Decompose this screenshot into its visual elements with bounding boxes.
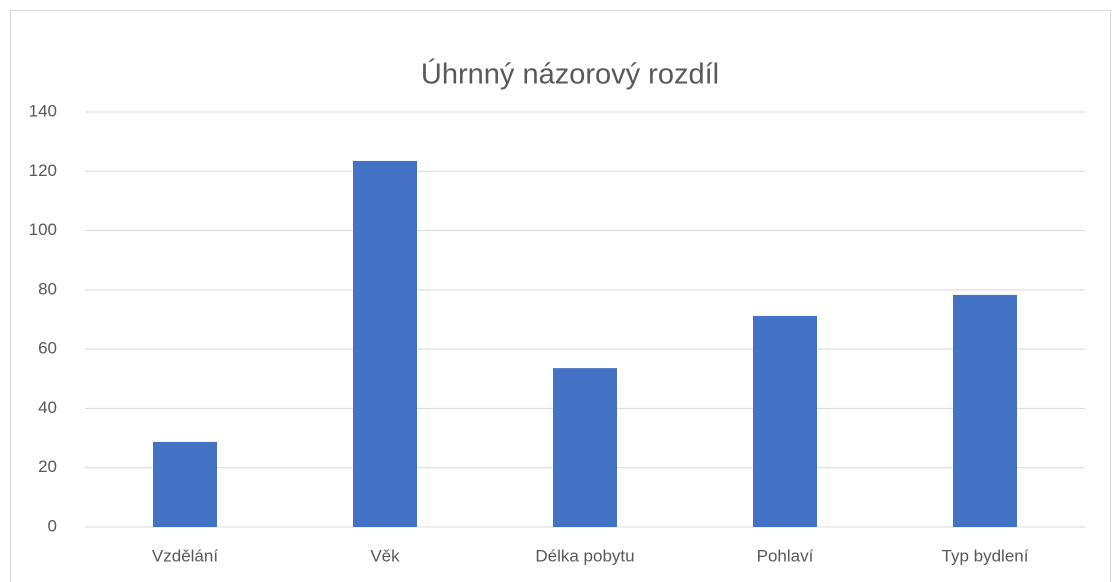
x-tick-label: Délka pobytu [535,546,634,565]
y-tick-label: 20 [38,457,57,476]
bar [353,160,417,528]
bar [553,368,617,527]
y-tick-label: 80 [38,279,57,298]
x-tick-label: Pohlaví [757,546,814,565]
x-tick-label: Typ bydlení [942,546,1029,565]
y-tick-label: 0 [48,516,57,535]
y-tick-label: 120 [29,161,57,180]
y-tick-label: 140 [29,101,57,120]
y-tick-label: 40 [38,398,57,417]
bar [953,294,1017,527]
chart-title: Úhrnný názorový rozdíl [421,58,719,91]
y-tick-label: 100 [29,220,57,239]
bar [753,315,817,527]
bar [153,441,217,527]
x-tick-label: Věk [370,546,400,565]
x-tick-label: Vzdělání [152,546,218,565]
y-tick-label: 60 [38,339,57,358]
